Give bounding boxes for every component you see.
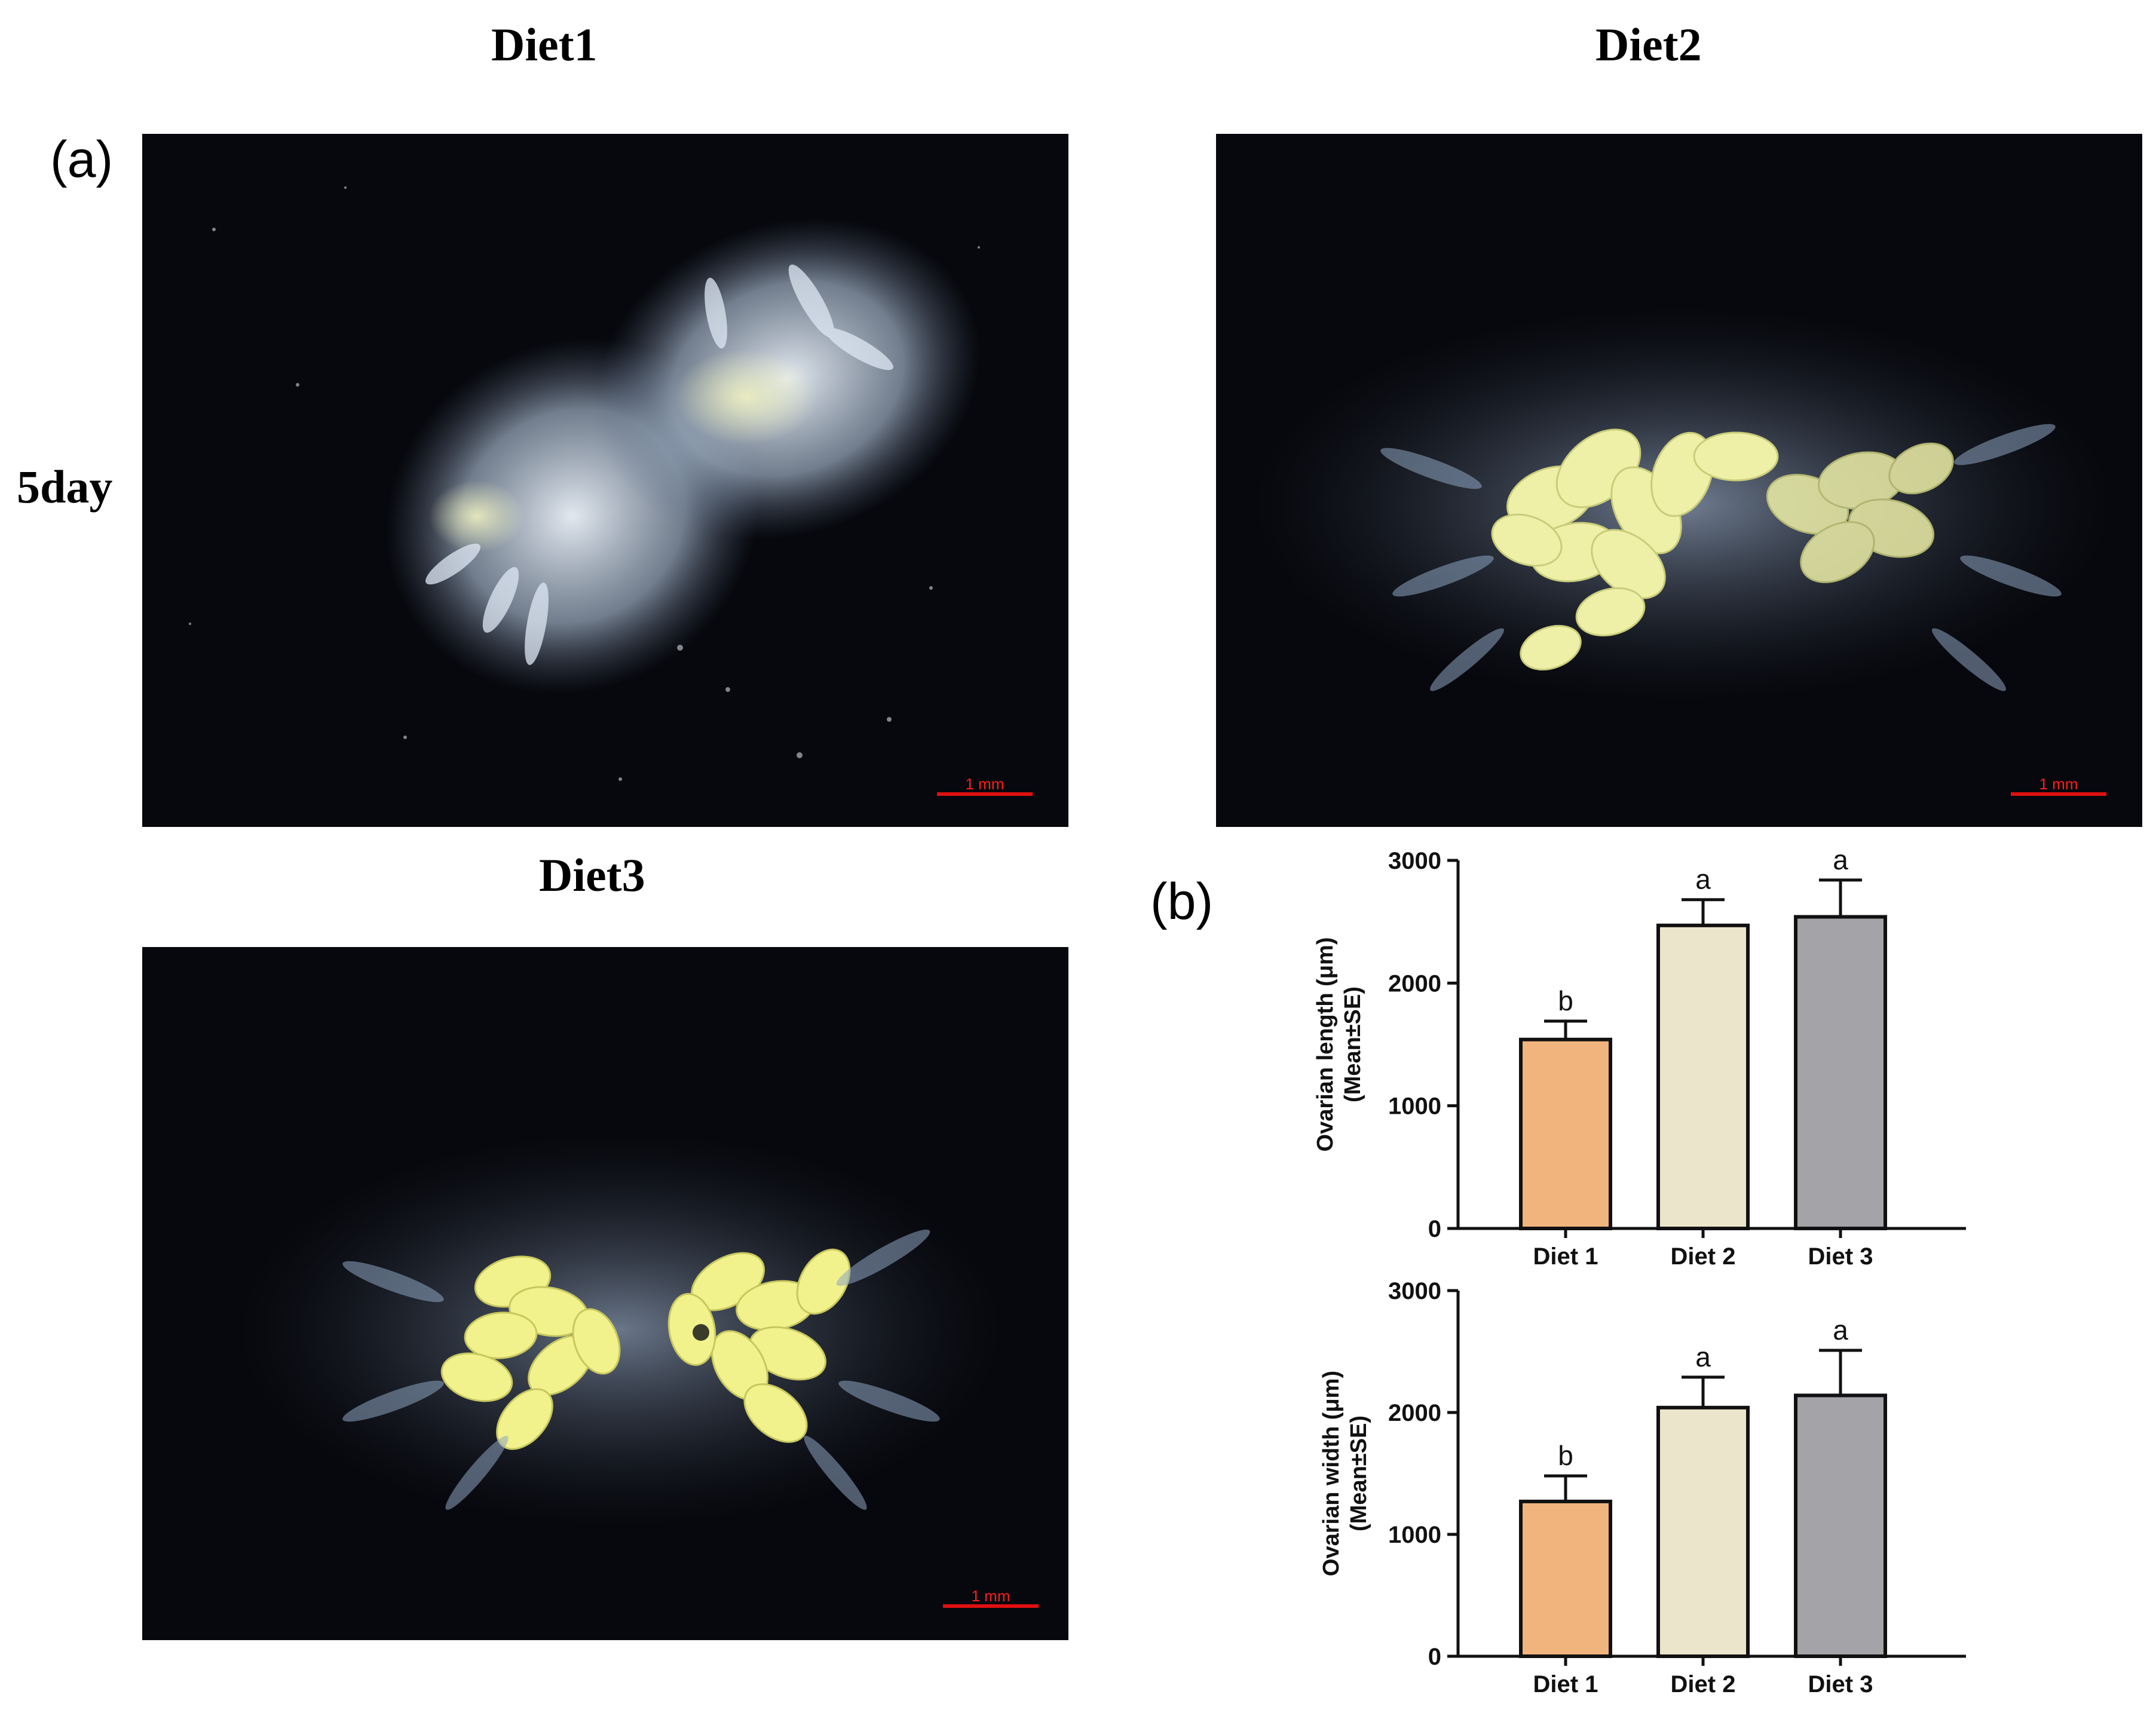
x-tick-label: Diet 3	[1808, 1671, 1873, 1697]
y-axis-label: Ovarian width (μm)	[1319, 1371, 1344, 1576]
bar-diet-2	[1656, 923, 1750, 1230]
y-tick-label: 1000	[1388, 1522, 1441, 1548]
panel-b-label: (b)	[1150, 873, 1214, 930]
chart-ovarian-length: 0 1000 2000 3000 Ovarian length (μm) (Mean±SE…	[1303, 844, 2020, 1285]
y-axis-label: Ovarian length (μm)	[1313, 937, 1338, 1152]
y-tick-label: 2000	[1388, 1400, 1441, 1426]
scale-bar-label-3: 1 mm	[972, 1587, 1010, 1605]
chart-svg-length: 0 1000 2000 3000 Ovarian length (μm) (Mean±SE…	[1313, 844, 1966, 1270]
diet2-title: Diet2	[1595, 19, 1702, 71]
x-tick-label: Diet 2	[1671, 1671, 1736, 1697]
y-tick-label: 0	[1428, 1644, 1441, 1670]
bar-diet-1	[1519, 1037, 1612, 1230]
significance-letter: a	[1695, 1341, 1711, 1372]
micrograph-diet3: 1 mm	[142, 947, 1068, 1640]
y-tick-label: 0	[1428, 1216, 1441, 1242]
micrograph-ovary-icon: 1 mm	[1252, 307, 2112, 796]
y-tick-label: 2000	[1388, 970, 1441, 997]
bar-diet-3	[1794, 915, 1887, 1231]
y-axis-label-unit: (Mean±SE)	[1340, 986, 1365, 1102]
significance-letter: a	[1695, 864, 1711, 895]
micrograph-ovary-icon: 1 mm	[189, 186, 1033, 796]
diet3-title: Diet3	[539, 849, 645, 901]
bar-diet-1	[1519, 1499, 1612, 1658]
x-tick-label: Diet 1	[1533, 1243, 1598, 1270]
significance-letter: b	[1558, 1440, 1573, 1471]
significance-letter: a	[1833, 1314, 1848, 1346]
y-tick-label: 3000	[1388, 848, 1441, 874]
micrograph-ovary-icon: 1 mm	[238, 1132, 1039, 1608]
significance-letter: b	[1558, 985, 1573, 1016]
y-axis-label-unit: (Mean±SE)	[1346, 1415, 1371, 1531]
bar-diet-2	[1656, 1405, 1750, 1658]
chart-svg-width: 0 1000 2000 3000 Ovarian width (μm) (Mean±SE)…	[1319, 1278, 1966, 1697]
bar-diet-3	[1794, 1393, 1887, 1658]
x-tick-label: Diet 3	[1808, 1243, 1873, 1270]
y-tick-label: 3000	[1388, 1278, 1441, 1304]
x-tick-label: Diet 2	[1671, 1243, 1736, 1270]
diet1-title: Diet1	[491, 19, 598, 71]
scale-bar-label-2: 1 mm	[2039, 775, 2078, 793]
y-tick-label: 1000	[1388, 1093, 1441, 1120]
scale-bar-label-1: 1 mm	[966, 775, 1004, 793]
panel-a-label: (a)	[50, 131, 114, 188]
significance-letter: a	[1833, 844, 1848, 875]
micrograph-diet1: 1 mm	[142, 134, 1068, 827]
chart-ovarian-width: 0 1000 2000 3000 Ovarian width (μm) (Mean±SE)…	[1303, 1276, 2020, 1718]
x-tick-label: Diet 1	[1533, 1671, 1598, 1697]
micrograph-diet2: 1 mm	[1216, 134, 2142, 827]
row-label-5day: 5day	[17, 461, 113, 513]
